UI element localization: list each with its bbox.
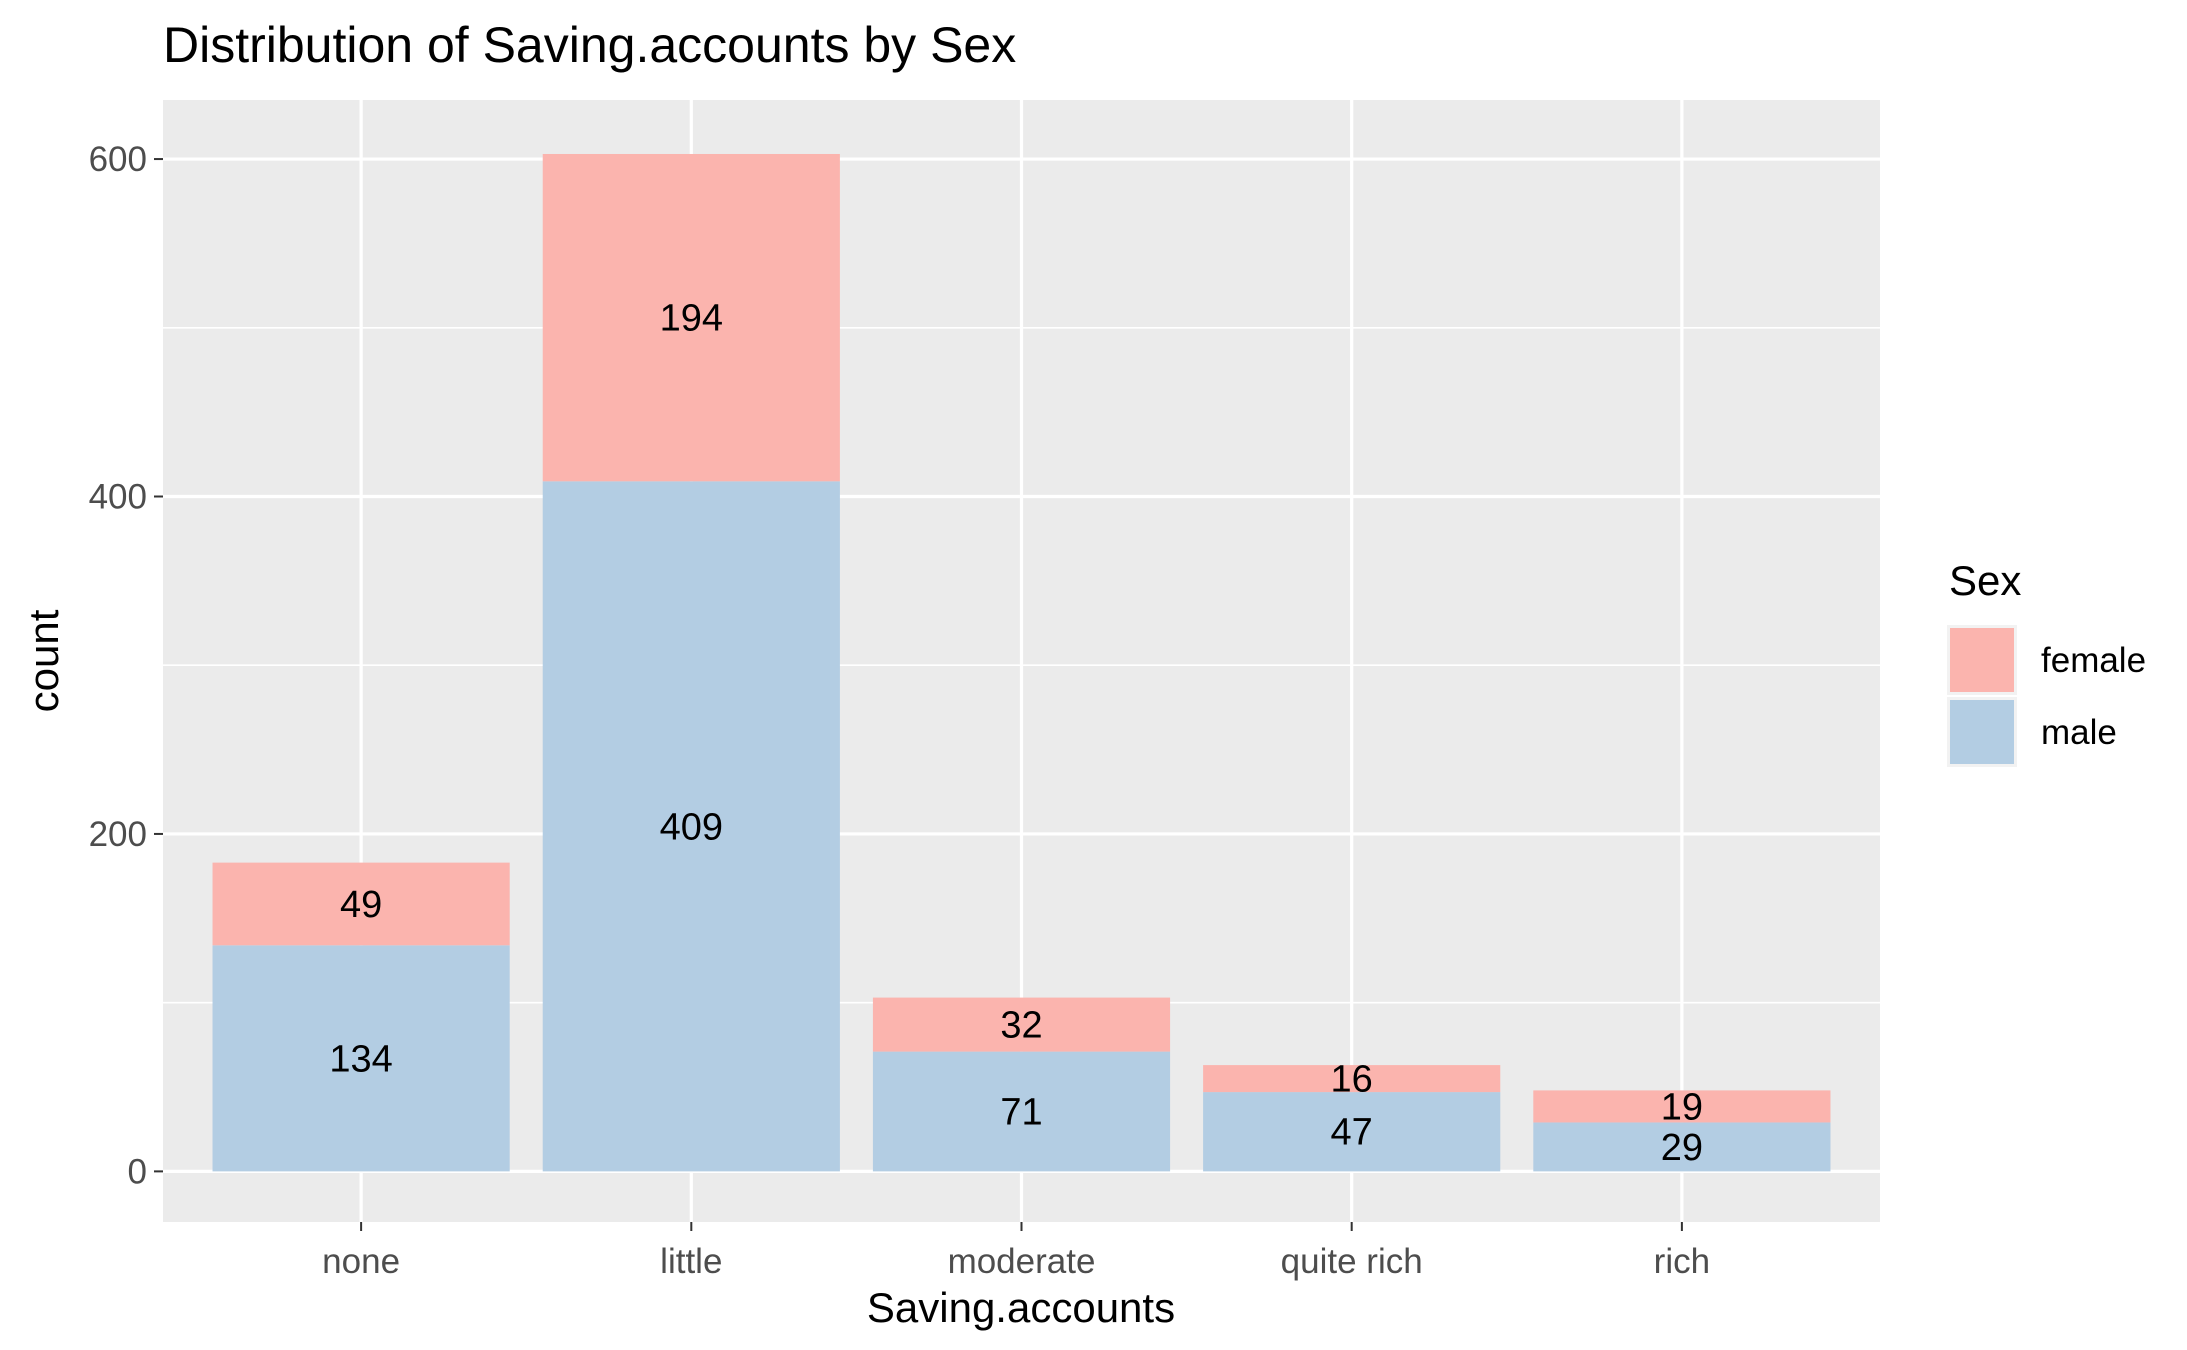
- chart-title: Distribution of Saving.accounts by Sex: [163, 17, 1016, 73]
- bar-segment-female: [542, 153, 840, 482]
- legend-swatch-male: [1950, 700, 2014, 764]
- bar-segment-male: [1203, 1092, 1501, 1172]
- x-tick-label: none: [322, 1242, 400, 1281]
- legend-label-female: female: [2041, 641, 2146, 680]
- legend-title: Sex: [1949, 557, 2021, 604]
- bar-segment-female: [872, 997, 1171, 1052]
- bar-segment-male: [212, 945, 510, 1172]
- x-tick-label: moderate: [948, 1242, 1096, 1281]
- data-label: 194: [660, 298, 723, 340]
- legend: Sex female male: [1947, 557, 2146, 767]
- data-label: 409: [660, 806, 723, 848]
- bar-segment-female: [212, 862, 510, 946]
- data-label: 47: [1331, 1112, 1373, 1154]
- bar-segment-male: [1533, 1122, 1831, 1172]
- data-label: 71: [1000, 1091, 1042, 1133]
- x-axis-title: Saving.accounts: [867, 1284, 1175, 1331]
- y-tick-label: 400: [89, 477, 147, 516]
- legend-label-male: male: [2041, 713, 2117, 752]
- data-label: 32: [1000, 1005, 1042, 1047]
- data-label: 29: [1661, 1127, 1703, 1169]
- x-tick-label: rich: [1654, 1242, 1710, 1281]
- bars: [212, 153, 1831, 1172]
- bar-segment-male: [542, 481, 840, 1172]
- x-tick-label: little: [660, 1242, 722, 1281]
- data-label: 49: [340, 884, 382, 926]
- data-label: 134: [329, 1038, 392, 1080]
- y-tick-label: 600: [89, 140, 147, 179]
- data-label: 16: [1331, 1059, 1373, 1101]
- bar-segment-male: [872, 1051, 1171, 1172]
- axes: 0 200 400 600 none little moderate quite rich ri…: [89, 140, 1710, 1281]
- y-tick-label: 200: [89, 815, 147, 854]
- y-axis-title: count: [20, 609, 67, 712]
- x-tick-label: quite rich: [1281, 1242, 1423, 1281]
- bar-segment-female: [1533, 1090, 1831, 1123]
- y-tick-label: 0: [128, 1152, 147, 1191]
- legend-swatch-female: [1950, 628, 2014, 692]
- bar-segment-female: [1203, 1065, 1501, 1093]
- data-label: 19: [1661, 1086, 1703, 1128]
